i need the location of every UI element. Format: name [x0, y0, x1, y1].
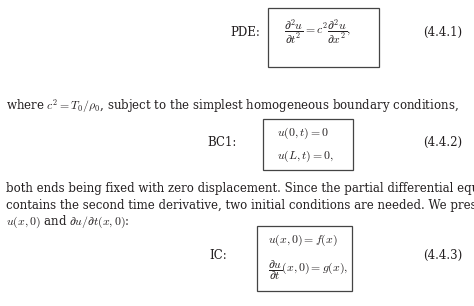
Text: where $c^2 = T_0/\rho_0$, subject to the simplest homogeneous boundary condition: where $c^2 = T_0/\rho_0$, subject to the…	[6, 97, 458, 114]
Text: (4.4.1): (4.4.1)	[423, 26, 462, 39]
Text: (4.4.3): (4.4.3)	[423, 249, 462, 262]
Text: contains the second time derivative, two initial conditions are needed. We presc: contains the second time derivative, two…	[6, 199, 474, 211]
Text: $u(x,0)$ and $\partial u/\partial t(x,0)$:: $u(x,0)$ and $\partial u/\partial t(x,0)…	[6, 214, 129, 230]
Text: BC1:: BC1:	[208, 136, 237, 149]
Text: $u(L,t) = 0,$: $u(L,t) = 0,$	[277, 148, 335, 164]
Text: (4.4.2): (4.4.2)	[423, 136, 462, 149]
Text: $\dfrac{\partial u}{\partial t}(x,0) = g(x),$: $\dfrac{\partial u}{\partial t}(x,0) = g…	[268, 258, 348, 282]
Text: $u(0,t) = 0$: $u(0,t) = 0$	[277, 125, 329, 141]
Bar	[263, 119, 353, 170]
Text: both ends being fixed with zero displacement. Since the partial differential equ: both ends being fixed with zero displace…	[6, 182, 474, 195]
Text: IC:: IC:	[210, 249, 228, 262]
Text: $\dfrac{\partial^2 u}{\partial t^2} = c^2\dfrac{\partial^2 u}{\partial x^2},$: $\dfrac{\partial^2 u}{\partial t^2} = c^…	[284, 18, 351, 47]
Text: $u(x,0) = f(x)$: $u(x,0) = f(x)$	[268, 233, 337, 248]
Bar	[257, 226, 352, 291]
Bar	[268, 8, 379, 67]
Text: PDE:: PDE:	[231, 26, 261, 39]
